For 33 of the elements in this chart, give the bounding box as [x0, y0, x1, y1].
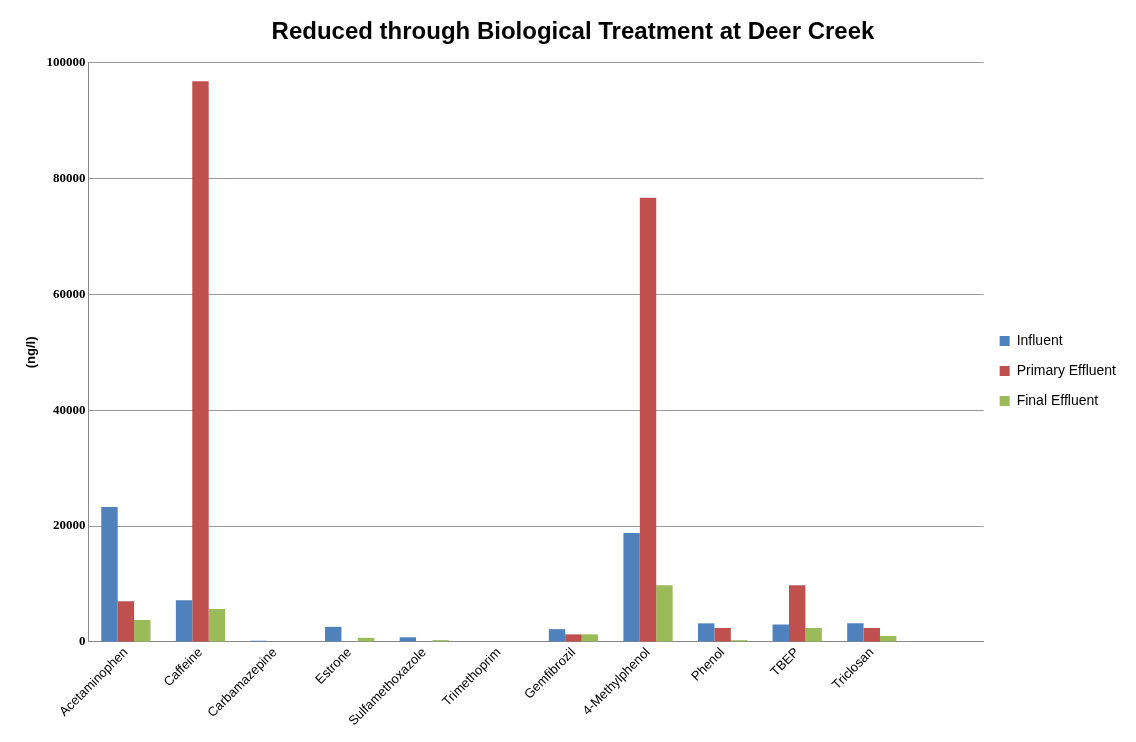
bar [117, 601, 135, 642]
bar [101, 506, 118, 642]
bar [639, 197, 657, 642]
legend-label: Final Effluent [1016, 391, 1099, 408]
bar [697, 623, 715, 642]
bar [192, 81, 209, 642]
bar [805, 628, 822, 642]
bar [623, 533, 640, 642]
y-tick-label: 60000 [53, 285, 86, 301]
bar [548, 629, 566, 642]
bar [208, 608, 226, 642]
bar [879, 636, 897, 642]
bar [565, 634, 582, 642]
y-tick-label: 80000 [53, 169, 86, 185]
y-axis-title: (ng/l) [23, 336, 39, 369]
legend-label: Influent [1016, 331, 1063, 348]
y-tick-label: 20000 [53, 517, 86, 533]
chart-title: Reduced through Biological Treatment at Deer Creek [271, 17, 876, 45]
y-tick-label: 40000 [53, 401, 86, 417]
bar [581, 634, 599, 642]
bar [714, 628, 731, 642]
bar [325, 626, 342, 642]
bar [175, 600, 193, 642]
bar [847, 623, 864, 642]
bar [788, 585, 806, 642]
bar [772, 624, 789, 642]
y-tick-label: 100000 [46, 54, 86, 70]
bar [656, 585, 673, 642]
bar [399, 637, 417, 642]
y-tick-label: 0 [79, 633, 86, 649]
legend-label: Primary Effluent [1016, 361, 1117, 378]
bar [863, 628, 880, 642]
bar [134, 619, 151, 642]
